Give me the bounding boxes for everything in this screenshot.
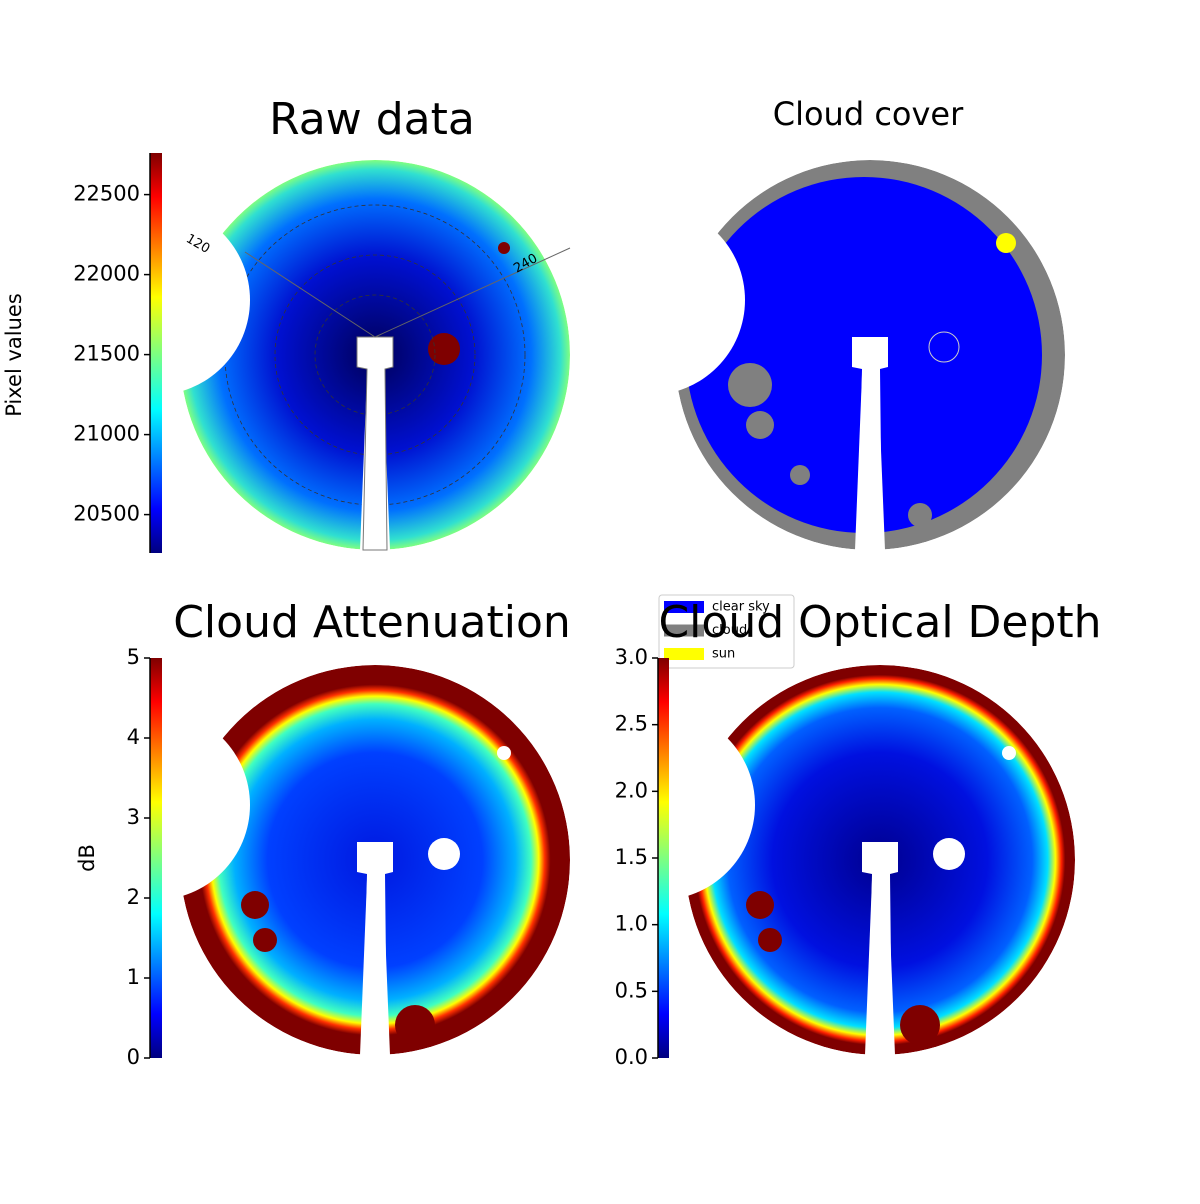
tick-label: 1 xyxy=(127,965,140,989)
colorbar xyxy=(150,153,162,553)
polar-ring xyxy=(224,204,526,506)
tick-label: 21500 xyxy=(73,342,140,366)
polar-spoke xyxy=(244,251,376,338)
sun-hole xyxy=(933,838,965,870)
polar-spoke xyxy=(374,247,571,338)
sun-spot xyxy=(498,242,510,254)
polar-label: 120 xyxy=(183,232,212,257)
sun xyxy=(996,233,1016,253)
cloud-patch xyxy=(728,363,772,407)
tick-label: 1.0 xyxy=(615,912,648,936)
mast xyxy=(862,842,898,1055)
tick-label: 2.0 xyxy=(615,778,648,802)
tick-label: 5 xyxy=(127,645,140,669)
colorbar-label: Pixel values xyxy=(2,293,26,417)
legend-label: cloud xyxy=(712,623,747,638)
tick-label: 20500 xyxy=(73,502,140,526)
mast xyxy=(852,337,888,550)
mast xyxy=(357,842,393,1055)
cloud-patch xyxy=(790,465,810,485)
sun-hole xyxy=(428,838,460,870)
panel-title: Raw data xyxy=(269,94,475,145)
colorbar xyxy=(658,658,669,1058)
cloud-patch xyxy=(253,928,277,952)
tick-label: 22500 xyxy=(73,182,140,206)
legend-label: sun xyxy=(712,647,735,662)
cloud-patch xyxy=(241,891,269,919)
tick-label: 3.0 xyxy=(615,645,648,669)
mast xyxy=(356,336,394,551)
legend-swatch xyxy=(664,624,704,637)
cloud-patch xyxy=(758,928,782,952)
sun-ring xyxy=(928,331,960,363)
panel-title: Cloud cover xyxy=(773,95,964,133)
panel-title: Cloud Optical Depth xyxy=(658,597,1101,648)
sun-hole xyxy=(497,746,511,760)
legend-swatch xyxy=(664,648,704,660)
cloud-patch xyxy=(746,411,774,439)
sky-image xyxy=(180,665,570,1055)
tick-label: 21000 xyxy=(73,422,140,446)
tick-label: 0.5 xyxy=(615,978,648,1002)
tick-label: 3 xyxy=(127,805,140,829)
legend-swatch xyxy=(664,601,704,613)
tick-label: 0.0 xyxy=(615,1045,648,1069)
legend-label: clear sky xyxy=(712,600,770,615)
tick-label: 0 xyxy=(127,1045,140,1069)
tick-label: 22000 xyxy=(73,262,140,286)
cloud-patch xyxy=(746,891,774,919)
cloud-patch xyxy=(900,1005,940,1045)
tick-label: 2.5 xyxy=(615,712,648,736)
panel-title: Cloud Attenuation xyxy=(173,597,571,648)
tick-label: 2 xyxy=(127,885,140,909)
cloud-patch xyxy=(908,503,932,527)
sky-image xyxy=(675,160,1065,550)
sky-image xyxy=(685,665,1075,1055)
sun-hole xyxy=(1002,746,1016,760)
sun-spot xyxy=(428,333,460,365)
tick-label: 4 xyxy=(127,725,140,749)
cloud-patch xyxy=(395,1005,435,1045)
tick-label: 1.5 xyxy=(615,845,648,869)
colorbar xyxy=(150,658,162,1058)
colorbar-label: dB xyxy=(75,844,99,872)
